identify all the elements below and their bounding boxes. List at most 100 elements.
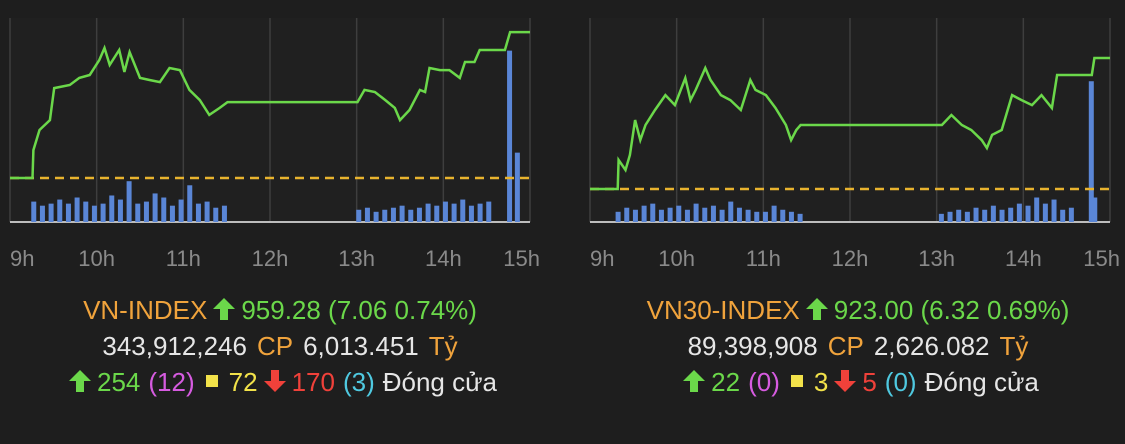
x-tick-label: 14h (1005, 246, 1042, 271)
volume-bar (624, 207, 630, 222)
summary-row: VN30-INDEX 923.00 (6.32 0.69%) (578, 292, 1125, 328)
x-tick-label: 10h (658, 246, 695, 271)
up-icon (69, 370, 91, 392)
up-shape (213, 298, 236, 320)
chart: 9h 10h 11h 12h 13h 14h 15h (589, 18, 1120, 271)
quote: 959.28 (7.06 0.74%) (241, 295, 477, 325)
flat-shape (790, 375, 803, 387)
volume-bar (408, 209, 414, 222)
volume-bar (399, 205, 405, 222)
volume-bar (65, 203, 71, 222)
volume-bar (91, 205, 97, 222)
volume-bar (693, 203, 699, 222)
volume-bar (999, 209, 1005, 222)
volume_unit: CP (256, 331, 294, 361)
volume-bar (745, 209, 751, 222)
volume-bar (762, 211, 768, 222)
volume-bar (382, 209, 388, 222)
volume-bar (221, 205, 227, 222)
volume-bar (178, 199, 184, 222)
volume-bar (109, 195, 115, 222)
volume-bar (364, 207, 370, 222)
volume-bar (788, 211, 794, 222)
flat-shape (205, 375, 218, 387)
summary: VN-INDEX 959.28 (7.06 0.74%) 343,912,246 CP… (0, 292, 560, 400)
up-shape (805, 298, 828, 320)
floor: (3) (342, 367, 375, 397)
volume-bar (728, 201, 734, 222)
value_unit: Tỷ (428, 331, 458, 361)
up-shape (683, 370, 706, 392)
volume-bar (719, 209, 725, 222)
volume-bar (650, 203, 656, 222)
x-tick-label: 13h (338, 246, 375, 271)
floor: (0) (884, 367, 917, 397)
volume-bar (486, 201, 492, 222)
volume-bar (390, 207, 396, 222)
status: Đóng cửa (924, 367, 1039, 397)
ceiling: (0) (748, 367, 780, 397)
volume-bar (83, 201, 89, 222)
volume-bar (1068, 207, 1074, 222)
advances: 22 (711, 367, 741, 397)
x-tick-label: 11h (166, 246, 201, 271)
down-icon (834, 370, 857, 392)
volume-bar (213, 207, 219, 222)
volume-bar (169, 205, 175, 222)
up-icon (213, 298, 236, 320)
volume-bar (710, 205, 716, 222)
volume-bar (204, 201, 210, 222)
down-shape (263, 370, 286, 392)
volume-bar (1051, 199, 1057, 222)
volume-bar (667, 207, 673, 222)
summary-row: VN-INDEX 959.28 (7.06 0.74%) (0, 292, 560, 328)
volume-bar (514, 152, 520, 222)
index-line (590, 56, 1110, 191)
volume-bar (1060, 209, 1066, 222)
volume: 343,912,246 (102, 331, 247, 361)
x-tick-label: 9h (10, 246, 34, 271)
flat-icon (205, 375, 218, 387)
volume-bar (1034, 197, 1040, 222)
down-icon (263, 370, 286, 392)
volume-bar (771, 205, 777, 222)
volume-bar (1025, 205, 1031, 222)
value: 2,626.082 (873, 331, 990, 361)
volume-bar (684, 209, 690, 222)
advances: 254 (97, 367, 141, 397)
unchanged: 72 (228, 367, 258, 397)
volume-bar (615, 211, 621, 222)
x-tick-label: 12h (252, 246, 289, 271)
volume-bar (416, 207, 422, 222)
volume-bar (57, 199, 63, 222)
flat-icon (790, 375, 803, 387)
volume-bar (477, 203, 483, 222)
volume_unit: CP (827, 331, 864, 361)
volume-bar (31, 201, 37, 222)
volume-bar (702, 207, 708, 222)
volume-bar (135, 203, 141, 222)
x-tick-label: 13h (918, 246, 955, 271)
volume-bar (143, 201, 149, 222)
volume-bar (964, 211, 970, 222)
volume-bar (117, 199, 123, 222)
volume-bar (48, 203, 54, 222)
index-line (10, 30, 530, 180)
volume-bar (373, 211, 379, 222)
summary: VN30-INDEX 923.00 (6.32 0.69%) 89,398,908 C… (578, 292, 1125, 400)
volume-bar (1092, 197, 1098, 222)
up-shape (69, 370, 91, 392)
quote: 923.00 (6.32 0.69%) (833, 295, 1070, 325)
volume-bar (460, 199, 466, 222)
value: 6,013.451 (303, 331, 419, 361)
volume-bar (956, 209, 962, 222)
up-icon (683, 370, 706, 392)
volume-bar (195, 203, 201, 222)
x-tick-label: 11h (746, 246, 781, 271)
name: VN30-INDEX (646, 295, 800, 325)
volume-bar (641, 205, 647, 222)
declines: 5 (862, 367, 877, 397)
volume-bar (187, 185, 193, 222)
charts: 9h 10h 11h 12h 13h 14h 15h 9h 10h 11h 12h 13h 14h 15h (9, 18, 1120, 271)
volume-bar (161, 197, 167, 222)
